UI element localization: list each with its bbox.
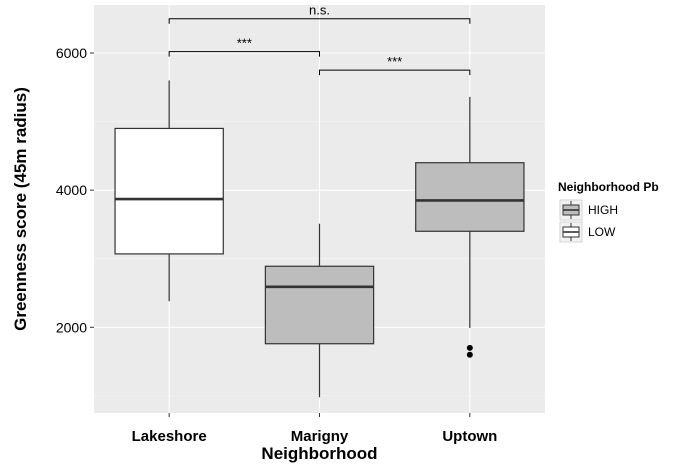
significance-bracket: n.s. <box>168 3 471 24</box>
legend-label: HIGH <box>588 203 618 217</box>
y-axis: 2000 4000 6000 <box>56 45 94 335</box>
legend-entry-high: HIGH <box>559 199 618 221</box>
y-tick-label: 2000 <box>56 319 87 335</box>
significance-bracket: *** <box>319 54 471 76</box>
bracket-line <box>168 18 471 24</box>
bracket-line <box>168 51 320 57</box>
x-tick-label: Lakeshore <box>132 428 207 445</box>
legend-title: Neighborhood Pb <box>558 180 659 194</box>
y-tick-label: 4000 <box>56 182 87 198</box>
outlier-point <box>466 351 473 358</box>
boxes <box>114 80 525 398</box>
significance-bracket: *** <box>168 36 320 57</box>
legend-entries: HIGH LOW <box>559 199 618 243</box>
significance-label: n.s. <box>309 3 330 18</box>
x-tick-label: Uptown <box>442 428 497 445</box>
significance-label: *** <box>387 54 402 69</box>
x-tick-label: Marigny <box>291 428 349 445</box>
legend: Neighborhood Pb HIGH LOW <box>558 180 659 243</box>
outlier-point <box>466 344 473 351</box>
x-axis: Lakeshore Marigny Uptown <box>132 413 497 445</box>
y-tick-label: 6000 <box>56 45 87 61</box>
box-lakeshore <box>114 80 224 302</box>
bracket-line <box>319 69 471 76</box>
legend-entry-low: LOW <box>559 221 616 243</box>
box-marigny <box>264 223 375 398</box>
x-axis-title: Neighborhood <box>261 444 377 463</box>
significance-annotations: n.s. *** *** <box>168 3 471 76</box>
box-iqr <box>415 162 525 232</box>
box-iqr <box>114 127 224 255</box>
legend-label: LOW <box>588 225 616 239</box>
significance-label: *** <box>237 36 252 51</box>
y-axis-title: Greenness score (45m radius) <box>11 87 30 331</box>
box-iqr <box>264 265 375 345</box>
box-uptown <box>415 96 525 358</box>
